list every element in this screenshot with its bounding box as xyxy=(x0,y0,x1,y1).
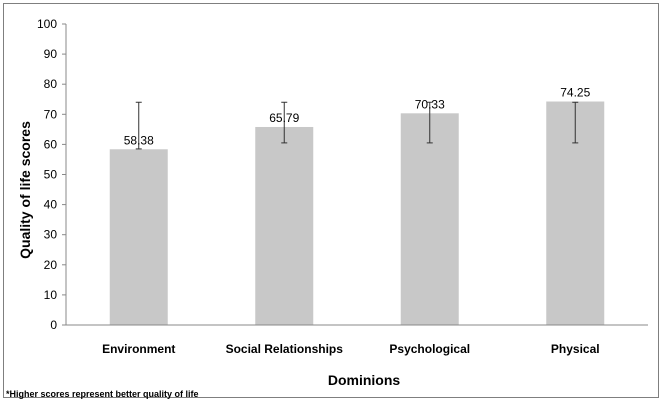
y-tick-label: 30 xyxy=(44,228,58,242)
error-bar xyxy=(135,101,142,150)
y-tick-label: 20 xyxy=(44,258,58,272)
y-tick-label: 100 xyxy=(37,17,57,31)
y-tick-label: 80 xyxy=(44,77,58,91)
y-tick-label: 70 xyxy=(44,107,58,121)
category-label: Physical xyxy=(551,342,600,356)
x-axis-categories: Environment Social Relationships Psycholog… xyxy=(102,342,600,356)
error-bar xyxy=(281,101,288,144)
error-bar xyxy=(572,101,579,144)
category-label: Environment xyxy=(102,342,175,356)
y-tick-label: 60 xyxy=(44,137,58,151)
bar xyxy=(255,126,314,325)
bars xyxy=(109,101,605,325)
error-bar xyxy=(426,101,433,144)
value-label: 70.33 xyxy=(415,97,445,111)
y-tick-label: 0 xyxy=(50,318,57,332)
value-label: 74.25 xyxy=(560,86,590,100)
value-label: 65.79 xyxy=(269,111,299,125)
y-tick-label: 40 xyxy=(44,198,58,212)
category-label: Social Relationships xyxy=(226,342,344,356)
y-axis-ticks: 0 10 20 30 40 50 60 70 80 90 100 xyxy=(37,17,66,332)
x-axis-title: Dominions xyxy=(328,372,401,388)
bar xyxy=(400,113,459,325)
error-bars xyxy=(135,101,579,150)
chart-frame xyxy=(3,3,659,398)
value-labels: 58.38 65.79 70.33 74.25 xyxy=(124,86,591,148)
y-axis-title: Quality of life scores xyxy=(17,121,33,259)
y-tick-label: 90 xyxy=(44,47,58,61)
value-label: 58.38 xyxy=(124,133,154,147)
category-label: Psychological xyxy=(389,342,470,356)
y-tick-label: 10 xyxy=(44,288,58,302)
bar xyxy=(109,149,168,325)
footnote: *Higher scores represent better quality … xyxy=(6,389,199,399)
y-tick-label: 50 xyxy=(44,168,58,182)
